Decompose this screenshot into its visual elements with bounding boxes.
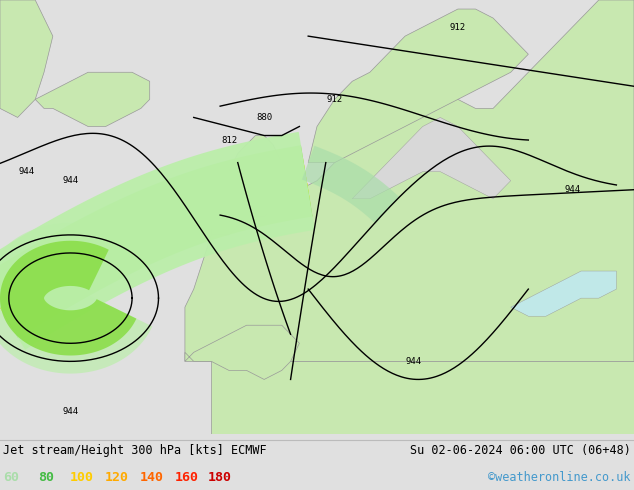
Polygon shape <box>0 222 152 373</box>
Polygon shape <box>185 0 634 361</box>
Text: Su 02-06-2024 06:00 UTC (06+48): Su 02-06-2024 06:00 UTC (06+48) <box>410 444 631 457</box>
Text: 160: 160 <box>174 471 198 484</box>
Polygon shape <box>0 173 308 314</box>
Polygon shape <box>511 271 616 316</box>
Polygon shape <box>36 72 150 126</box>
Polygon shape <box>211 136 281 235</box>
Text: 100: 100 <box>70 471 94 484</box>
Text: 944: 944 <box>564 185 580 194</box>
Text: 880: 880 <box>256 113 272 122</box>
Polygon shape <box>353 118 511 199</box>
Polygon shape <box>176 190 211 226</box>
Text: 912: 912 <box>450 23 466 31</box>
Polygon shape <box>0 0 53 118</box>
Polygon shape <box>0 132 314 350</box>
Polygon shape <box>0 165 309 321</box>
Text: ©weatheronline.co.uk: ©weatheronline.co.uk <box>488 471 631 484</box>
Polygon shape <box>185 325 299 379</box>
Text: 180: 180 <box>208 471 232 484</box>
Text: 912: 912 <box>327 95 342 104</box>
Polygon shape <box>0 156 311 329</box>
Polygon shape <box>302 146 399 224</box>
Polygon shape <box>0 145 313 338</box>
Text: Jet stream/Height 300 hPa [kts] ECMWF: Jet stream/Height 300 hPa [kts] ECMWF <box>3 444 267 457</box>
Polygon shape <box>0 177 307 310</box>
Text: 80: 80 <box>38 471 54 484</box>
Polygon shape <box>0 241 136 356</box>
Text: 60: 60 <box>3 471 19 484</box>
Text: 944: 944 <box>18 167 34 176</box>
Text: 944: 944 <box>62 407 79 416</box>
Polygon shape <box>211 361 634 434</box>
Polygon shape <box>308 9 528 163</box>
Text: 944: 944 <box>62 176 79 185</box>
Text: 812: 812 <box>221 136 237 145</box>
Text: 120: 120 <box>105 471 129 484</box>
Text: 944: 944 <box>406 357 422 366</box>
Text: 140: 140 <box>139 471 164 484</box>
